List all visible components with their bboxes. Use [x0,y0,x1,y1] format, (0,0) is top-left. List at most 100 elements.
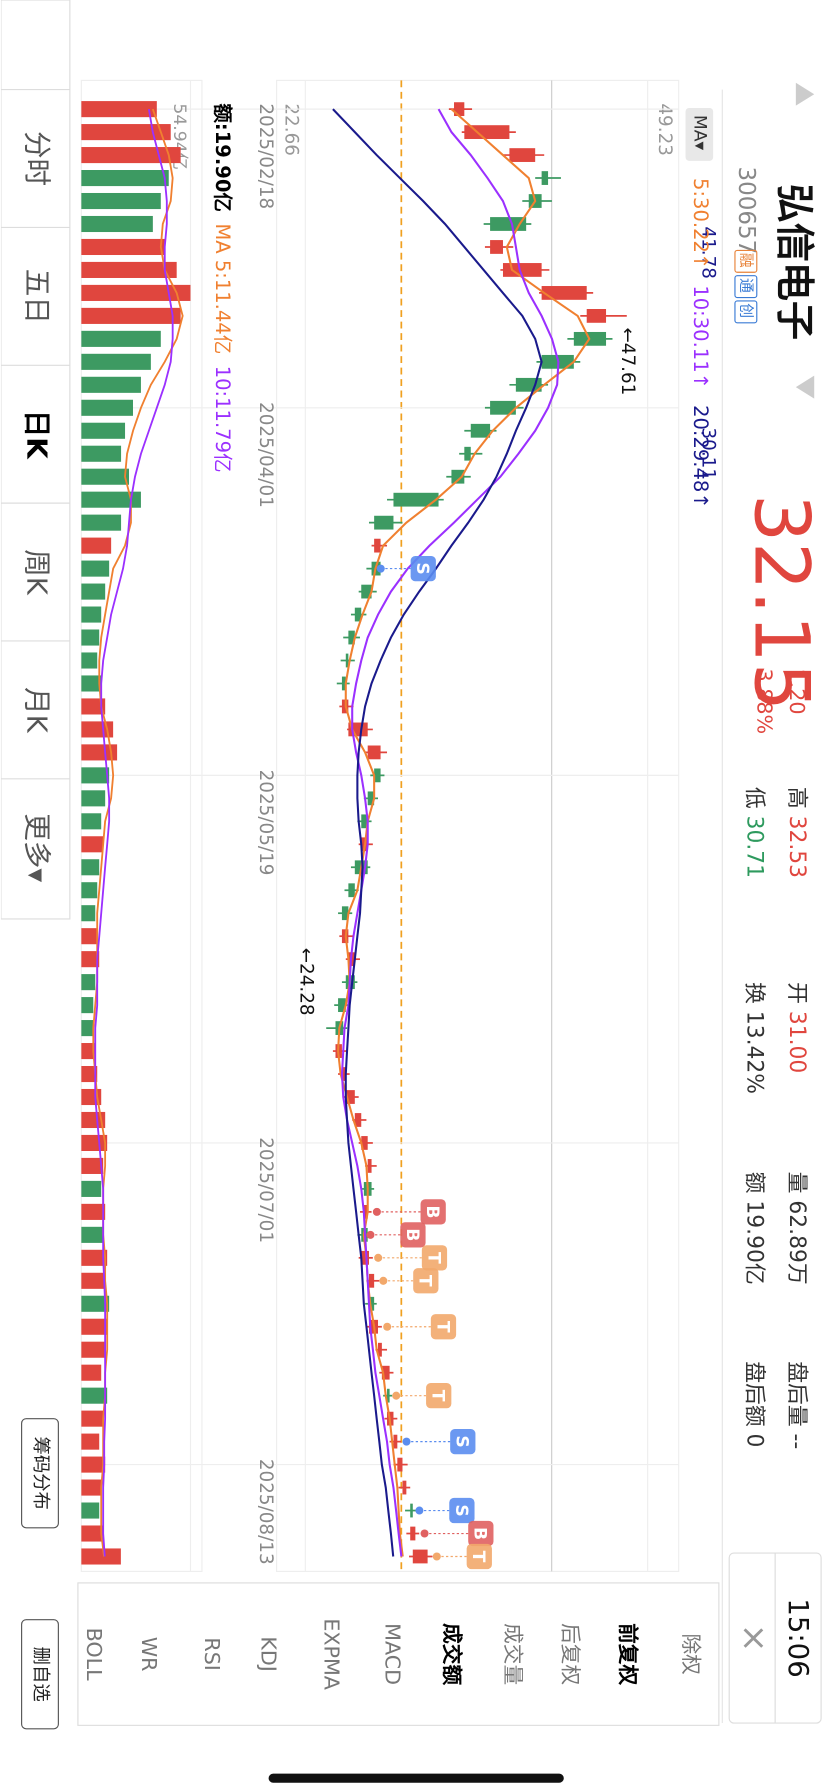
close-button: × [734,1624,774,1653]
indicator-option[interactable]: MACD [380,1623,404,1685]
indicator-option[interactable]: 除权 [679,1633,703,1674]
volume-bar [81,330,161,347]
button-frame[interactable] [21,1619,59,1730]
stat-label: 高 [784,787,809,809]
volume-bar [81,422,126,439]
signal-label: T [423,1252,443,1264]
stat-value: 0 [741,1434,766,1448]
candle-body [354,1113,362,1127]
volume-bar [81,1364,102,1381]
low-label: ←24.28 [296,948,317,1016]
button-frame[interactable] [21,1418,59,1529]
home-indicator [268,1773,564,1783]
signal-label: S [412,562,432,574]
candle-body [402,1480,407,1495]
stat-value: 32.53 [784,816,809,878]
volume-bar [81,652,98,669]
prev-arrow[interactable] [795,82,815,106]
volume-bar [81,399,133,416]
tab[interactable]: 更多▾ [20,813,52,882]
price: 32.15 [737,494,825,711]
button[interactable]: 筹码分布 [30,1436,51,1509]
stat-label: 额 [741,1172,766,1194]
volume-bar [81,445,122,462]
plot-frame [276,79,680,1572]
volume-bar [81,1548,121,1565]
next-arrow[interactable] [795,375,815,399]
stat-label: 低 [741,787,766,809]
tab[interactable]: 日K [20,410,52,461]
candle-body [410,1503,413,1518]
volume-legend: 10:11.79亿 [211,366,234,473]
candle-body [374,768,381,783]
volume-bar [81,1318,108,1335]
stat-label: 量 [784,1172,809,1194]
indicator-option[interactable]: 成交量 [501,1623,525,1685]
indicator-option[interactable]: RSI [200,1637,224,1671]
indicator-option[interactable]: WR [137,1637,161,1672]
tab[interactable]: 分时 [20,131,52,186]
signal-label: S [451,1504,471,1516]
volume-bar [81,882,98,899]
volume-bar [81,675,102,692]
signal-badge [400,1222,426,1248]
volume-bar [81,629,100,646]
indicator-option[interactable]: BOLL [82,1628,106,1682]
badge: 通 [737,278,755,293]
high-label: ←47.61 [617,327,638,395]
candle-body [378,1342,382,1357]
volume-bar [81,468,130,485]
volume-bar [81,1020,94,1037]
signal-label: T [432,1321,452,1333]
volume-bar [81,974,96,991]
y-tick-label: 22.66 [280,103,301,156]
volume-bar [81,836,104,853]
stat-value: -- [784,1434,809,1450]
stat-value: 31.00 [784,1011,809,1073]
volume-bar [81,951,100,968]
tab[interactable]: 周K [20,549,52,596]
candle-body [368,1273,375,1288]
ma-button[interactable] [685,107,714,161]
candle-body [345,653,349,668]
volume-bar [81,1272,106,1289]
volume-bar [81,124,171,141]
volume-bar [81,1295,110,1312]
signal-badge [450,1428,476,1455]
stock-code: 300657 [733,167,759,255]
stat-value: 13.42% [741,1011,766,1094]
signal-badge [449,1497,475,1524]
candle-body [541,171,549,185]
ma-button-label: MA▾ [689,115,709,151]
signal-badge [426,1383,452,1409]
ma-line [337,108,591,1557]
volume-bar [81,537,112,554]
candle-body [367,745,381,760]
candle-body [410,1526,416,1541]
signal-badge [466,1543,492,1570]
indicator-option[interactable]: KDJ [256,1636,280,1672]
stat-label: 盘后额 [741,1361,766,1427]
volume-bar [81,1479,102,1496]
candle-body [393,492,439,507]
indicator-option[interactable]: 前复权 [616,1623,640,1685]
ma-legend: 5:30.22↑ [689,178,712,269]
x-tick-label: 2025/07/01 [255,1137,276,1243]
signal-label: T [468,1551,488,1563]
change-pct: 3.88% [753,669,777,735]
x-tick-label: 2025/05/19 [255,770,276,876]
signal-label: T [428,1390,448,1402]
button[interactable]: 删自选 [30,1647,51,1702]
candle-body [509,148,536,162]
tab[interactable]: 月K [20,687,52,734]
volume-bar [81,928,98,945]
indicator-option[interactable]: 后复权 [559,1623,583,1685]
volume-bar [81,1226,104,1243]
candle-body [341,906,349,921]
tab[interactable]: 五日 [20,269,52,324]
volume-bar [81,1180,102,1197]
volume-bar [81,905,96,922]
indicator-option[interactable]: EXPMA [320,1618,344,1690]
indicator-option[interactable]: 成交额 [440,1623,464,1685]
signal-label: B [402,1228,422,1241]
